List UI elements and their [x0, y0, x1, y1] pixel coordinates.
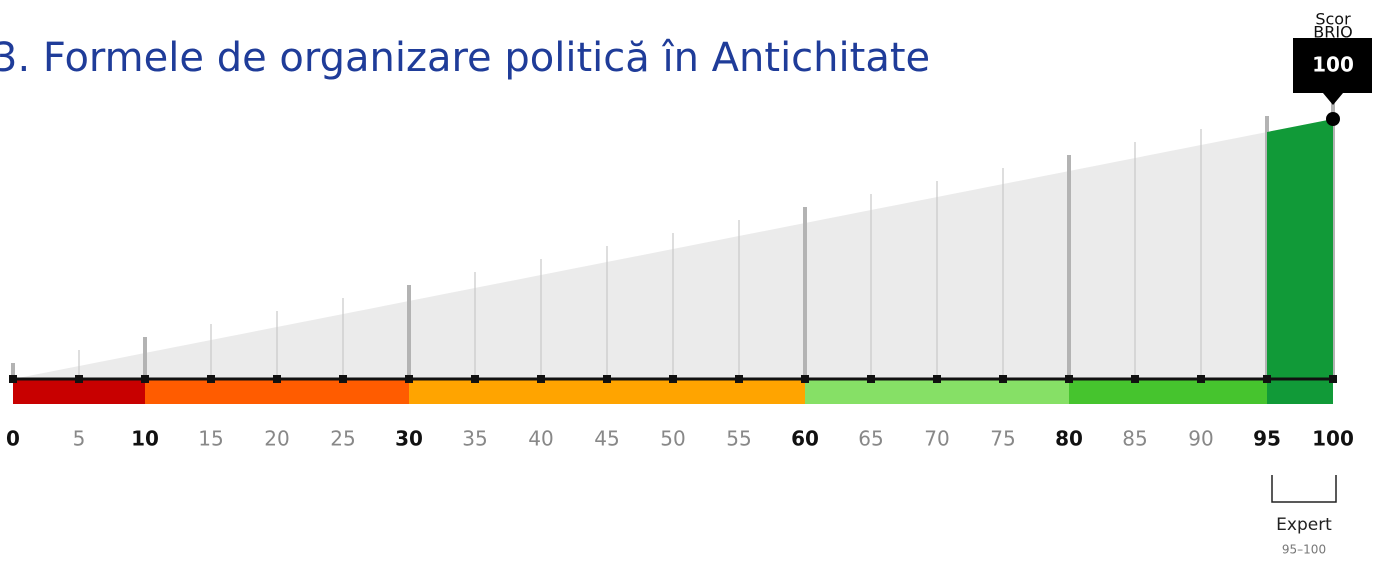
tick-marker [9, 375, 17, 383]
score-label: BRIO [1313, 23, 1352, 42]
x-tick-label: 35 [462, 427, 487, 451]
x-tick-label: 5 [73, 427, 86, 451]
x-tick-label: 40 [528, 427, 553, 451]
tick-marker [75, 375, 83, 383]
band [1267, 379, 1333, 404]
x-tick-label: 75 [990, 427, 1015, 451]
tick-marker [339, 375, 347, 383]
tick-marker [603, 375, 611, 383]
tick-marker [933, 375, 941, 383]
band [13, 379, 145, 404]
tick-marker [1329, 375, 1337, 383]
x-tick-label: 50 [660, 427, 685, 451]
x-tick-label: 45 [594, 427, 619, 451]
callout [1293, 38, 1372, 105]
x-tick-label: 65 [858, 427, 883, 451]
tick-marker [1131, 375, 1139, 383]
score-value: 100 [1312, 53, 1354, 77]
x-tick-label: 100 [1312, 427, 1354, 451]
tick-marker [537, 375, 545, 383]
score-fill [1267, 119, 1333, 379]
x-tick-label: 20 [264, 427, 289, 451]
x-tick-label: 95 [1253, 427, 1281, 451]
band [1069, 379, 1267, 404]
score-dot [1326, 112, 1340, 126]
tick-marker [735, 375, 743, 383]
tick-marker [1065, 375, 1073, 383]
band-range: 95–100 [1282, 543, 1326, 557]
x-tick-label: 55 [726, 427, 751, 451]
x-tick-label: 70 [924, 427, 949, 451]
band-name: Expert [1276, 515, 1332, 535]
band [805, 379, 1069, 404]
x-tick-label: 30 [395, 427, 423, 451]
x-tick-label: 80 [1055, 427, 1083, 451]
tick-marker [999, 375, 1007, 383]
x-tick-label: 15 [198, 427, 223, 451]
chart-title: 3. Formele de organizare politică în Ant… [0, 35, 930, 81]
tick-marker [867, 375, 875, 383]
score-label: Scor [1315, 10, 1351, 29]
band [145, 379, 409, 404]
x-tick-label: 10 [131, 427, 159, 451]
x-tick-label: 60 [791, 427, 819, 451]
tick-marker [1197, 375, 1205, 383]
tick-marker [1263, 375, 1271, 383]
tick-marker [471, 375, 479, 383]
bracket [1271, 475, 1337, 503]
x-tick-label: 90 [1188, 427, 1213, 451]
tick-marker [141, 375, 149, 383]
x-tick-label: 0 [6, 427, 20, 451]
x-tick-label: 85 [1122, 427, 1147, 451]
tick-marker [207, 375, 215, 383]
tick-marker [405, 375, 413, 383]
band [409, 379, 805, 404]
tick-marker [273, 375, 281, 383]
tick-marker [669, 375, 677, 383]
x-tick-label: 25 [330, 427, 355, 451]
tick-marker [801, 375, 809, 383]
